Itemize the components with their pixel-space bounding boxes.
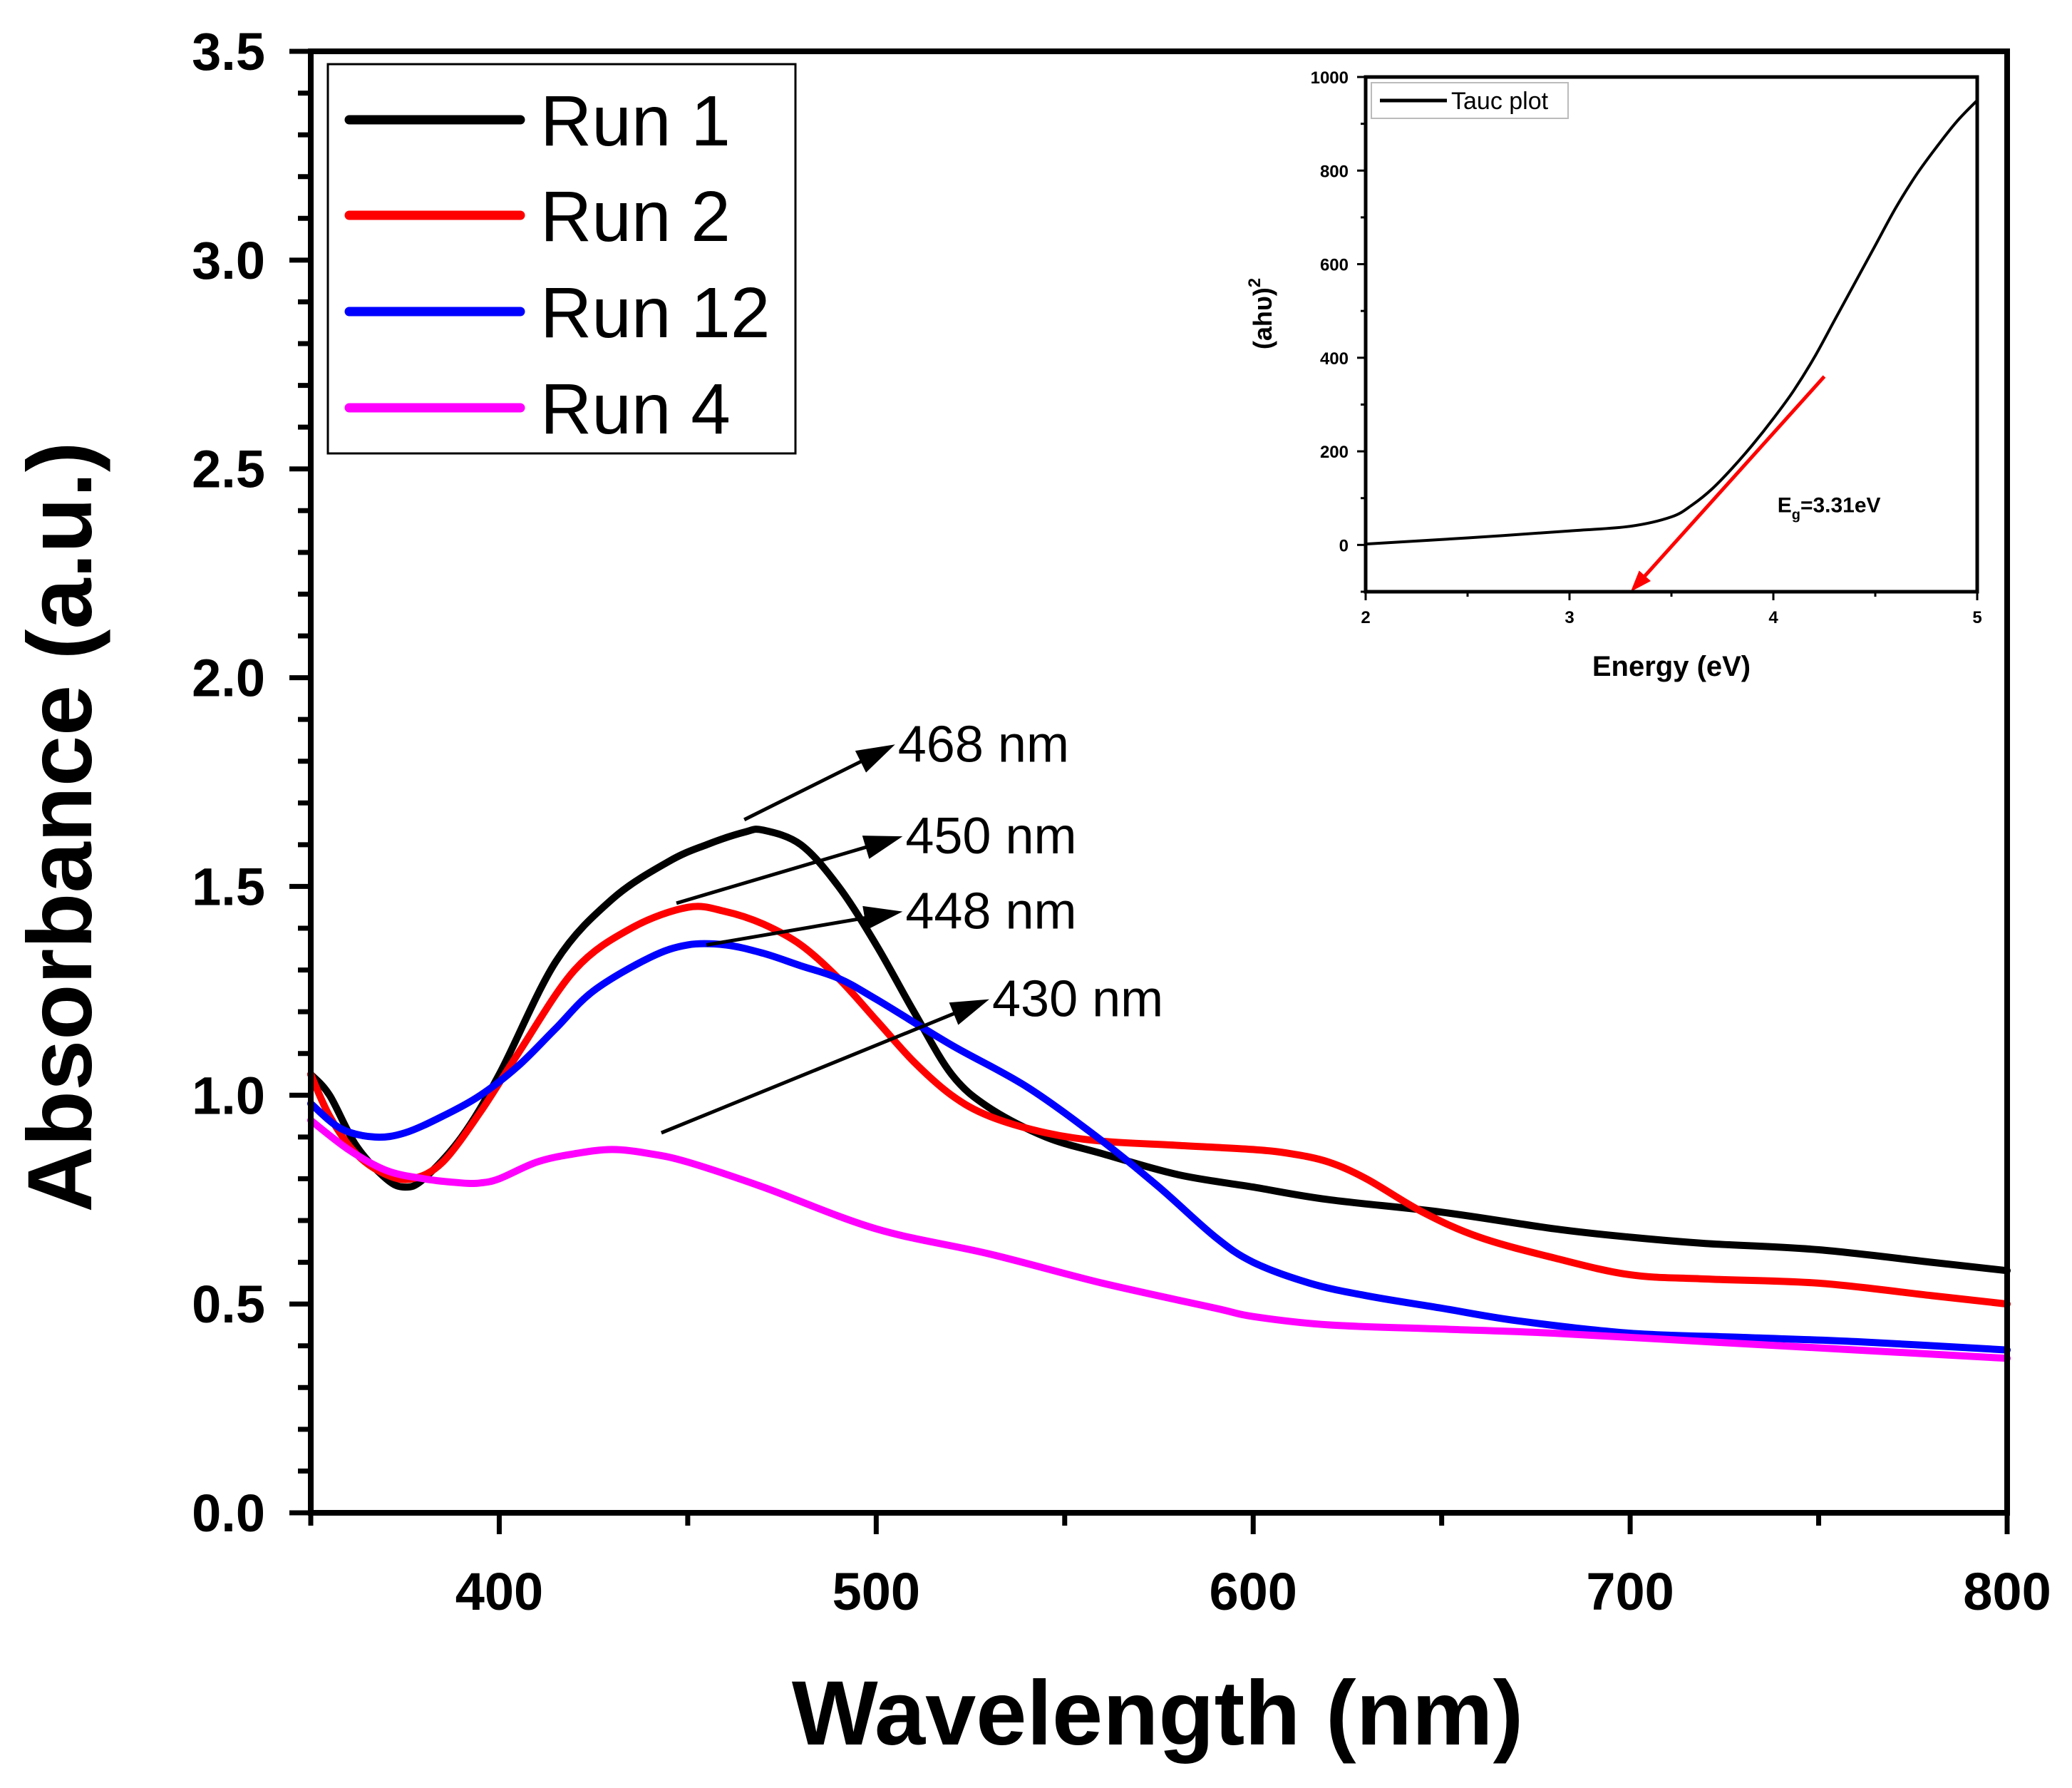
x-tick-label: 500 xyxy=(833,1562,920,1621)
series-line-run-4 xyxy=(307,1116,2011,1362)
inset-y-tick-label: 800 xyxy=(1320,162,1349,181)
x-tick-label: 800 xyxy=(1963,1562,2051,1621)
inset-eg-main: E xyxy=(1778,493,1792,517)
series-line-run-2 xyxy=(307,903,2011,1308)
inset-eg-sub: g xyxy=(1792,507,1800,523)
x-tick-label: 400 xyxy=(455,1562,543,1621)
main-annotations: 468 nm 450 nm 448 nm 430 nm xyxy=(660,716,1163,1135)
legend-label-run-1: Run 1 xyxy=(540,81,731,161)
annotation-arrowhead-468-nm xyxy=(855,744,895,773)
inset-x-tick-label: 3 xyxy=(1565,608,1574,627)
y-tick-label: 3.0 xyxy=(192,231,265,290)
inset-y-axis-title-sup: 2 xyxy=(1245,278,1264,287)
inset-x-tick-label: 5 xyxy=(1972,608,1981,627)
inset-y-tick-label: 400 xyxy=(1320,349,1349,369)
inset-y-axis-title: (ahυ)2 xyxy=(1245,278,1277,349)
main-chart: 468 nm 450 nm 448 nm 430 nm 400 500 600 700 800… xyxy=(9,22,2051,1764)
x-axis-title: Wavelength (nm) xyxy=(792,1663,1523,1764)
inset-series-line-tauc-plot xyxy=(1365,99,1979,546)
annotation-arrow-430-nm xyxy=(660,1009,962,1135)
inset-eg-annotation: Eg=3.31eV xyxy=(1778,493,1881,523)
inset-fit-line xyxy=(1639,375,1826,582)
y-tick-label: 0.0 xyxy=(192,1484,265,1543)
inset-tick-labels: 2 3 4 5 0 200 400 600 800 1000 xyxy=(1311,68,1982,627)
annotation-arrow-450-nm xyxy=(676,843,874,905)
x-tick-label: 600 xyxy=(1209,1562,1297,1621)
annotation-label-430-nm: 430 nm xyxy=(992,971,1163,1028)
series-line-run-1 xyxy=(307,826,2011,1275)
x-tick-label: 700 xyxy=(1586,1562,1674,1621)
y-tick-label: 2.0 xyxy=(192,649,265,708)
inset-axes xyxy=(1364,75,1979,594)
inset-frame xyxy=(1364,75,1979,594)
annotation-label-448-nm: 448 nm xyxy=(905,883,1076,940)
legend-label-run-2: Run 2 xyxy=(540,177,731,257)
main-axes xyxy=(308,48,2010,1516)
inset-series-group xyxy=(1365,99,1979,546)
annotation-label-450-nm: 450 nm xyxy=(905,808,1076,865)
annotation-label-468-nm: 468 nm xyxy=(898,716,1069,773)
inset-y-tick-label: 600 xyxy=(1320,256,1349,275)
annotation-arrowhead-448-nm xyxy=(862,905,903,930)
inset-x-tick-label: 2 xyxy=(1361,608,1370,627)
inset-y-tick-label: 200 xyxy=(1320,443,1349,462)
y-tick-label: 1.5 xyxy=(192,857,265,916)
y-tick-label: 0.5 xyxy=(192,1275,265,1334)
annotation-arrow-468-nm xyxy=(743,756,869,821)
plot-frame xyxy=(308,48,2010,1516)
main-tick-labels: 400 500 600 700 800 0.0 0.5 1.0 1.5 2.0 2.5 3.0 3.5 xyxy=(192,22,2051,1621)
inset-x-axis-title: Energy (eV) xyxy=(1592,651,1751,682)
y-tick-label: 1.0 xyxy=(192,1066,265,1125)
annotation-arrowhead-450-nm xyxy=(862,836,903,859)
legend-box xyxy=(326,63,797,455)
legend-label-run-4: Run 4 xyxy=(540,369,731,449)
annotation-arrow-448-nm xyxy=(706,915,873,947)
inset-y-tick-label: 1000 xyxy=(1311,68,1349,88)
inset-y-axis-title-main: (ahυ) xyxy=(1248,287,1277,349)
inset-y-tick-label: 0 xyxy=(1339,536,1349,555)
y-tick-label: 3.5 xyxy=(192,22,265,81)
inset-legend-label: Tauc plot xyxy=(1451,88,1549,115)
inset-eg-rest: =3.31eV xyxy=(1800,493,1881,517)
inset-x-tick-label: 4 xyxy=(1768,608,1778,627)
inset-fit-arrowhead xyxy=(1630,570,1651,592)
legend: Run 1 Run 2 Run 12 Run 4 xyxy=(326,63,797,455)
main-series-group xyxy=(307,826,2011,1362)
annotation-arrowhead-430-nm xyxy=(949,999,989,1025)
y-axis-title: Absorbance (a.u.) xyxy=(9,441,111,1212)
series-line-run-12 xyxy=(307,940,2011,1354)
inset-fit-group xyxy=(1630,375,1826,592)
inset-background xyxy=(1364,77,1979,595)
y-tick-label: 2.5 xyxy=(192,440,265,499)
inset-legend: Tauc plot xyxy=(1371,82,1569,119)
legend-label-run-12: Run 12 xyxy=(540,273,770,353)
